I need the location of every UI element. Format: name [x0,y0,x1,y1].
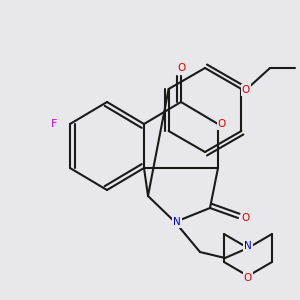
Text: N: N [173,217,181,227]
Text: O: O [242,85,250,95]
Text: O: O [244,273,252,283]
Text: N: N [244,241,252,251]
Text: F: F [51,119,57,129]
Text: O: O [242,213,250,223]
Text: O: O [177,63,185,73]
Text: O: O [218,119,226,129]
